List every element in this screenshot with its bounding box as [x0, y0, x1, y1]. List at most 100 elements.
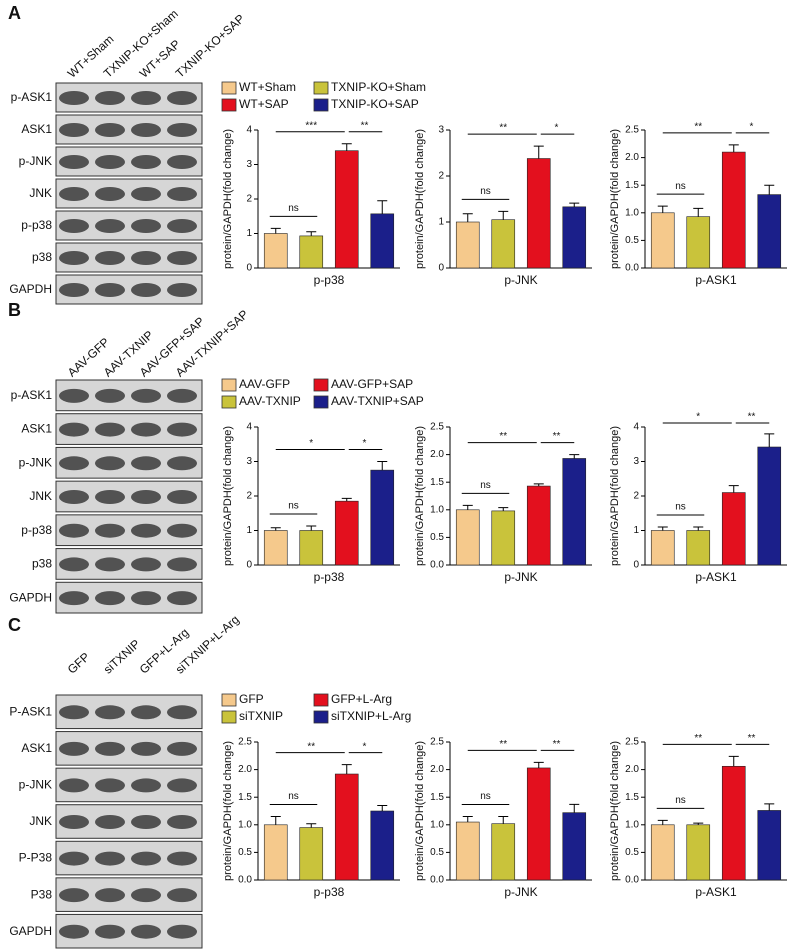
- y-tick-label: 0: [438, 263, 444, 274]
- blot-band: [167, 187, 197, 201]
- y-tick-label: 2: [438, 171, 444, 182]
- blot-band: [131, 388, 161, 403]
- blot-band: [95, 815, 125, 829]
- blot-band: [167, 456, 197, 471]
- y-tick-label: 1.0: [625, 207, 639, 218]
- bar: [562, 206, 587, 269]
- y-tick-label: 0.5: [625, 847, 639, 858]
- blot-band: [59, 187, 89, 201]
- sig-label: **: [553, 739, 561, 750]
- band-label: p-p38: [21, 523, 52, 537]
- blot-band: [131, 456, 161, 471]
- blot-band: [95, 91, 125, 105]
- bar: [757, 446, 782, 566]
- error-bar: [693, 207, 704, 217]
- band-label: p-JNK: [19, 778, 52, 792]
- y-tick-label: 1.5: [625, 180, 639, 191]
- y-tick-label: 2.0: [430, 449, 444, 460]
- y-tick-label: 4: [246, 422, 252, 433]
- error-bar: [569, 454, 580, 459]
- sig-label: *: [696, 412, 700, 423]
- bar: [526, 158, 551, 269]
- blot-band: [167, 591, 197, 606]
- blot-band: [167, 778, 197, 793]
- legend-swatch: [313, 395, 329, 409]
- band-label: P-P38: [19, 851, 53, 865]
- blot-band: [131, 422, 161, 437]
- sig-label: **: [499, 123, 507, 134]
- band-label: p-ASK1: [11, 90, 53, 104]
- band-label: P38: [31, 887, 53, 901]
- y-tick-label: 2.0: [430, 764, 444, 775]
- y-axis-label: protein/GAPDH(fold change): [609, 129, 621, 269]
- legend-swatch: [221, 98, 237, 112]
- blot-band: [167, 251, 197, 265]
- blot-band: [95, 123, 125, 137]
- y-tick-label: 0: [246, 560, 252, 571]
- legend-swatch: [313, 81, 329, 95]
- error-bar: [693, 526, 704, 531]
- bar: [562, 812, 587, 881]
- sig-label: **: [499, 739, 507, 750]
- error-bar: [498, 507, 509, 511]
- bar: [455, 821, 480, 881]
- blot-band: [59, 123, 89, 137]
- bar: [299, 235, 324, 269]
- y-tick-label: 4: [246, 125, 252, 136]
- lane-label: TXNIP-KO+SAP: [173, 11, 248, 80]
- lane-label: siTXNIP+L-Arg: [173, 612, 242, 676]
- x-axis-label: p-JNK: [504, 273, 537, 287]
- y-tick-label: 0.0: [625, 263, 639, 274]
- blot-band: [167, 388, 197, 403]
- bar: [721, 151, 746, 269]
- error-bar: [728, 755, 739, 767]
- lane-label: siTXNIP: [101, 637, 143, 677]
- error-bar: [533, 145, 544, 159]
- legend-swatch: [221, 378, 237, 392]
- y-tick-label: 0.5: [430, 532, 444, 543]
- sig-label: ns: [480, 186, 491, 197]
- y-tick-label: 2.0: [238, 764, 252, 775]
- error-bar: [377, 200, 388, 214]
- sig-label: ns: [288, 203, 299, 214]
- blot-band: [95, 283, 125, 297]
- y-tick-label: 3: [438, 125, 444, 136]
- y-tick-label: 0: [246, 263, 252, 274]
- bar: [757, 810, 782, 881]
- y-tick-label: 1.0: [238, 819, 252, 830]
- bar: [263, 824, 288, 881]
- blot-band: [95, 705, 125, 720]
- blot-band: [167, 741, 197, 756]
- x-axis-label: p-p38: [314, 273, 345, 287]
- y-tick-label: 1: [246, 525, 252, 536]
- y-tick-label: 1.0: [430, 819, 444, 830]
- bar: [370, 469, 395, 566]
- bar: [650, 212, 675, 269]
- legend-swatch: [221, 395, 237, 409]
- bar: [370, 213, 395, 269]
- blot-band: [59, 219, 89, 233]
- bar: [334, 500, 359, 566]
- band-label: JNK: [29, 814, 52, 828]
- error-bar: [306, 525, 317, 531]
- legend-swatch: [221, 81, 237, 95]
- blot-band: [59, 456, 89, 471]
- blot-band: [95, 778, 125, 793]
- bar: [686, 216, 711, 269]
- bar: [491, 823, 516, 881]
- y-tick-label: 0.0: [238, 875, 252, 886]
- error-bar: [341, 764, 352, 775]
- error-bar: [533, 761, 544, 768]
- x-axis-label: p-p38: [314, 570, 345, 584]
- band-label: p-ASK1: [11, 388, 53, 402]
- error-bar: [657, 205, 668, 213]
- error-bar: [306, 823, 317, 828]
- y-tick-label: 0.0: [430, 875, 444, 886]
- legend-text: AAV-GFP: [239, 377, 290, 391]
- y-tick-label: 0.5: [430, 847, 444, 858]
- bar: [721, 492, 746, 566]
- y-axis-label: protein/GAPDH(fold change): [222, 741, 234, 881]
- bar: [263, 530, 288, 566]
- y-axis-label: protein/GAPDH(fold change): [222, 129, 234, 269]
